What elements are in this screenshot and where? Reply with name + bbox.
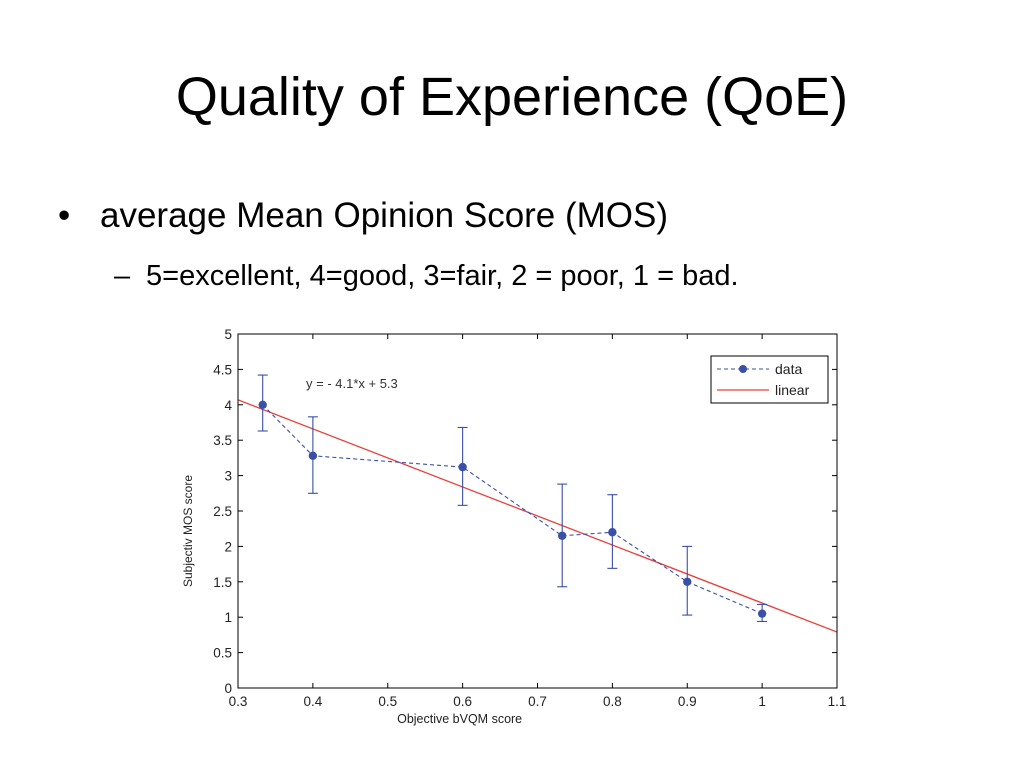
x-tick-label: 0.8 [603, 694, 622, 709]
data-point [308, 451, 318, 460]
mos-vs-bvqm-chart: 0.3 0.4 0.5 0.6 0.7 0.8 0.9 1 1.1 0 0.5 1 1.5 2 2.5 3 3.… [181, 327, 846, 726]
y-tick-label: 4 [224, 398, 232, 413]
y-tick-label: 2 [224, 539, 232, 554]
sub-bullet-text: 5=excellent, 4=good, 3=fair, 2 = poor, 1… [146, 260, 739, 292]
y-tick-label: 3.5 [213, 433, 232, 448]
legend-linear-label: linear [775, 382, 810, 398]
bullet-text: average Mean Opinion Score (MOS) [100, 196, 669, 235]
x-tick-label: 0.5 [378, 694, 397, 709]
legend-data-marker [739, 365, 747, 373]
y-tick-label: 1.5 [213, 575, 232, 590]
y-tick-label: 4.5 [213, 362, 232, 377]
legend-data-label: data [775, 361, 802, 377]
data-point [258, 400, 267, 409]
linear-fit-line [238, 399, 837, 633]
x-tick-label: 0.6 [453, 694, 472, 709]
bullet-dot: • [58, 196, 71, 235]
y-tick-label: 3 [224, 469, 232, 484]
x-axis-label: Objective bVQM score [397, 712, 522, 726]
y-axis-label: Subjectiv MOS score [181, 475, 195, 587]
data-point [458, 462, 467, 472]
x-tick-label: 1 [758, 694, 766, 709]
y-tick-label: 1 [224, 610, 232, 625]
data-point [608, 528, 617, 537]
plot-frame [237, 333, 838, 689]
slide-title: Quality of Experience (QoE) [175, 67, 849, 127]
data-point [757, 609, 767, 618]
y-tick-label: 0.5 [213, 646, 232, 661]
data-point [558, 531, 567, 540]
legend-box [710, 355, 829, 404]
x-tick-label: 0.4 [303, 694, 322, 709]
x-tick-label: 0.3 [229, 694, 248, 709]
x-tick-label: 0.9 [678, 694, 697, 709]
data-point [683, 577, 692, 586]
tick-layer: 0.3 0.4 0.5 0.6 0.7 0.8 0.9 1 1.1 0 0.5 1 1.5 2 2.5 3 3.… [213, 327, 846, 709]
sub-bullet-dash: – [114, 260, 131, 292]
y-tick-label: 2.5 [213, 504, 232, 519]
chart-legend: data linear [710, 355, 829, 404]
x-tick-label: 1.1 [828, 694, 847, 709]
y-tick-label: 5 [224, 327, 232, 342]
x-tick-label: 0.7 [528, 694, 547, 709]
plot-layer [238, 374, 837, 633]
fit-equation-annotation: y = - 4.1*x + 5.3 [306, 376, 398, 391]
y-tick-label: 0 [224, 681, 232, 696]
